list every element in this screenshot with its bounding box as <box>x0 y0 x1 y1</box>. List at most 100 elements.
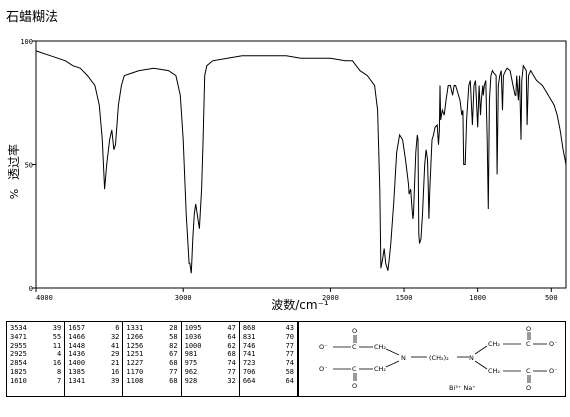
peak-row: 741 77 <box>243 350 294 359</box>
peak-transmittance: 77 <box>227 367 236 376</box>
peak-transmittance: 68 <box>227 350 236 359</box>
peak-row: 746 77 <box>243 342 294 351</box>
peak-transmittance: 11 <box>52 341 62 350</box>
atom-label: N <box>401 354 406 362</box>
y-tick-label: 100 <box>20 38 33 46</box>
peak-wavenumber: 2854 <box>10 359 27 368</box>
peak-wavenumber: 1448 <box>68 341 86 350</box>
peak-wavenumber: 723 <box>242 359 256 368</box>
peak-wavenumber: 1095 <box>184 324 202 332</box>
peak-row: 2854 16 <box>10 359 61 368</box>
peak-transmittance: 4 <box>56 350 62 359</box>
peak-row: 2925 4 <box>10 350 61 359</box>
x-tick-label: 4000 <box>36 294 53 302</box>
peak-transmittance: 39 <box>110 376 120 385</box>
atom-label: O <box>352 327 357 335</box>
peak-row: 3471 55 <box>10 333 61 342</box>
peak-transmittance: 6 <box>115 324 120 332</box>
peak-wavenumber: 1227 <box>126 359 144 368</box>
peak-wavenumber: 1036 <box>184 332 202 341</box>
peak-row: 1825 8 <box>10 368 61 377</box>
peak-transmittance: 39 <box>52 324 62 332</box>
atom-label: O⁻ <box>319 343 328 351</box>
peak-wavenumber: 981 <box>184 350 198 359</box>
atom-label: O <box>352 382 357 390</box>
peak-transmittance: 58 <box>169 332 178 341</box>
atom-label: C <box>526 340 531 348</box>
counter-ions: Bi³⁺ Na⁺ <box>449 384 476 392</box>
peak-transmittance: 41 <box>110 341 120 350</box>
peak-row: 1170 77 <box>126 368 177 377</box>
peak-row: 1657 6 <box>68 324 119 333</box>
y-axis-unit: % <box>8 189 21 199</box>
peak-row: 975 74 <box>185 359 236 368</box>
peak-row: 868 43 <box>243 324 294 333</box>
peak-wavenumber: 1251 <box>126 350 144 359</box>
peak-wavenumber: 2955 <box>10 341 27 350</box>
peak-transmittance: 58 <box>285 367 295 376</box>
x-axis-label: 波数/cm⁻¹ <box>271 297 329 312</box>
peak-transmittance: 21 <box>110 359 120 368</box>
peak-row: 706 58 <box>243 368 294 377</box>
peak-row: 3534 39 <box>10 324 61 333</box>
y-tick-label: 0 <box>29 285 33 293</box>
peak-row: 1610 7 <box>10 377 61 386</box>
y-tick-label: 50 <box>25 162 33 170</box>
peak-transmittance: 62 <box>227 341 236 350</box>
peak-wavenumber: 2925 <box>10 350 27 359</box>
peak-row: 831 70 <box>243 333 294 342</box>
peak-transmittance: 77 <box>285 341 295 350</box>
peak-table: 3534 39 3471 55 2955 11 2925 4 2854 16 1825 8 1610 7 1… <box>6 321 298 397</box>
x-tick-label: 1500 <box>396 294 413 302</box>
peak-row: 928 32 <box>185 377 236 386</box>
spectrum-line <box>35 50 567 274</box>
peak-transmittance: 74 <box>285 359 295 368</box>
structure-labels: O O⁻ C CH₂ N (CH₂)₂ N CH₂ C O⁻ O O⁻ C CH… <box>319 325 558 392</box>
peak-wavenumber: 1108 <box>126 376 144 385</box>
y-axis-label: 透过率 <box>6 144 21 180</box>
peak-wavenumber: 746 <box>242 341 256 350</box>
peak-transmittance: 32 <box>227 376 236 385</box>
structure-bonds <box>333 332 547 383</box>
y-axis-ticks: 0 50 100 <box>20 38 36 293</box>
peak-wavenumber: 1341 <box>68 376 86 385</box>
peak-transmittance: 64 <box>285 376 295 385</box>
peak-wavenumber: 1170 <box>126 367 144 376</box>
peak-wavenumber: 1266 <box>126 332 144 341</box>
peak-transmittance: 68 <box>169 376 178 385</box>
atom-label: O⁻ <box>549 340 558 348</box>
ir-spectrum-chart: 0 50 100 4000 3000 2000 1500 1000 500 波数/cm⁻¹ 透… <box>6 38 567 312</box>
peak-transmittance: 68 <box>169 359 178 368</box>
peak-wavenumber: 928 <box>184 376 198 385</box>
peak-wavenumber: 962 <box>184 367 198 376</box>
peak-row: 1108 68 <box>126 377 177 386</box>
peak-transmittance: 7 <box>56 376 62 385</box>
peak-transmittance: 47 <box>227 324 236 332</box>
peak-transmittance: 77 <box>285 350 295 359</box>
peak-wavenumber: 706 <box>242 367 256 376</box>
peak-row: 1448 41 <box>68 342 119 351</box>
peak-transmittance: 64 <box>227 332 236 341</box>
peak-wavenumber: 1400 <box>68 359 86 368</box>
peak-wavenumber: 868 <box>242 324 256 332</box>
atom-label: O⁻ <box>549 367 558 375</box>
peak-row: 723 74 <box>243 359 294 368</box>
peak-row: 1251 67 <box>126 350 177 359</box>
peak-row: 962 77 <box>185 368 236 377</box>
peak-row: 1000 62 <box>185 342 236 351</box>
peak-row: 1095 47 <box>185 324 236 333</box>
peak-wavenumber: 1466 <box>68 332 86 341</box>
peak-column: 1657 6 1466 32 1448 41 1436 29 1400 21 1385 16 1341 3… <box>65 322 124 396</box>
atom-label: CH₂ <box>374 343 386 351</box>
peak-wavenumber: 1331 <box>126 324 144 332</box>
peak-column: 1095 47 1036 64 1000 62 981 68 975 74 962 77 928 32 <box>182 322 240 396</box>
peak-wavenumber: 1000 <box>184 341 202 350</box>
structure-panel: O O⁻ C CH₂ N (CH₂)₂ N CH₂ C O⁻ O O⁻ C CH… <box>298 321 566 397</box>
plot-frame <box>35 40 567 289</box>
atom-label: O⁻ <box>319 365 328 373</box>
peak-row: 1385 16 <box>68 368 119 377</box>
peak-wavenumber: 3534 <box>10 324 27 332</box>
peak-wavenumber: 3471 <box>10 332 27 341</box>
peak-row: 1256 82 <box>126 342 177 351</box>
peak-column: 3534 39 3471 55 2955 11 2925 4 2854 16 1825 8 1610 7 <box>7 322 66 396</box>
